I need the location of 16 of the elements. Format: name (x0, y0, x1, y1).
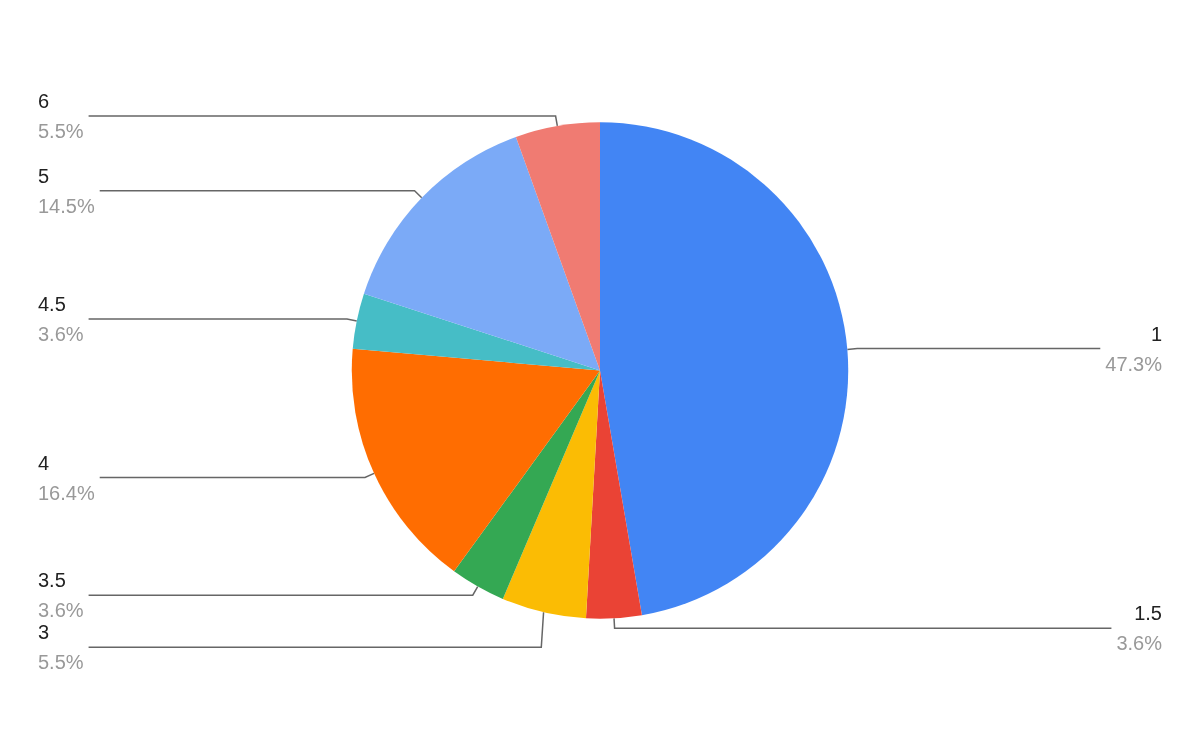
data-label: 14.5% (38, 194, 95, 217)
slice-label: 1.5 (1134, 602, 1162, 625)
slice-label: 3.5 (38, 569, 66, 592)
data-label: 5.5% (38, 120, 84, 143)
data-label: 16.4% (38, 481, 95, 504)
slice-label: 1 (1150, 322, 1162, 345)
slice-label: 4 (38, 451, 50, 474)
data-label: 3.6% (38, 322, 84, 345)
data-label: 3.6% (1116, 632, 1163, 655)
data-label: 3.6% (38, 599, 84, 622)
slice-label: 3 (38, 621, 50, 644)
data-label: 5.5% (38, 651, 84, 674)
data-label: 47.3% (1105, 352, 1163, 375)
slice-label: 4.5 (38, 292, 66, 315)
slice-label: 6 (38, 90, 50, 113)
slice-label: 5 (38, 164, 50, 187)
